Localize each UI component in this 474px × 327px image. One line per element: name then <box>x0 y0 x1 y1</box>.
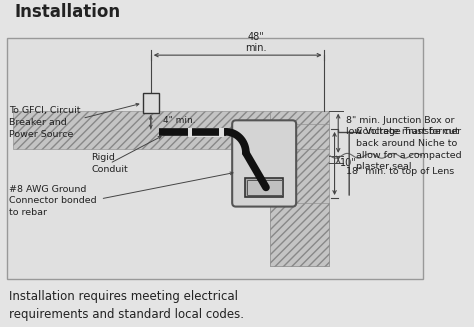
Text: Installation: Installation <box>15 3 121 21</box>
Text: Installation requires meeting electrical
requirements and standard local codes.: Installation requires meeting electrical… <box>9 290 244 321</box>
Bar <box>13 111 270 149</box>
Text: #8 AWG Ground
Connector bonded
to rebar: #8 AWG Ground Connector bonded to rebar <box>9 184 97 217</box>
Bar <box>270 124 329 149</box>
Text: Rigid
Conduit: Rigid Conduit <box>91 153 128 174</box>
Bar <box>143 94 159 113</box>
FancyBboxPatch shape <box>232 120 296 207</box>
Text: 48"
min.: 48" min. <box>245 32 267 53</box>
Bar <box>245 178 283 197</box>
Text: Concrete must be cut
back around Niche to
allow for a compacted
plaster seal: Concrete must be cut back around Niche t… <box>356 127 462 171</box>
Text: 8" min. Junction Box or
low Voltage Transformer: 8" min. Junction Box or low Voltage Tran… <box>346 115 461 136</box>
Text: To GFCI, Circuit
Breaker and
Power Source: To GFCI, Circuit Breaker and Power Sourc… <box>9 106 81 139</box>
Bar <box>270 203 329 266</box>
Text: 4" min.: 4" min. <box>163 115 195 125</box>
Bar <box>7 38 423 280</box>
Bar <box>247 180 282 195</box>
Bar <box>270 111 329 266</box>
Text: 10": 10" <box>340 159 357 168</box>
Text: 18" min. to top of Lens: 18" min. to top of Lens <box>346 167 454 176</box>
